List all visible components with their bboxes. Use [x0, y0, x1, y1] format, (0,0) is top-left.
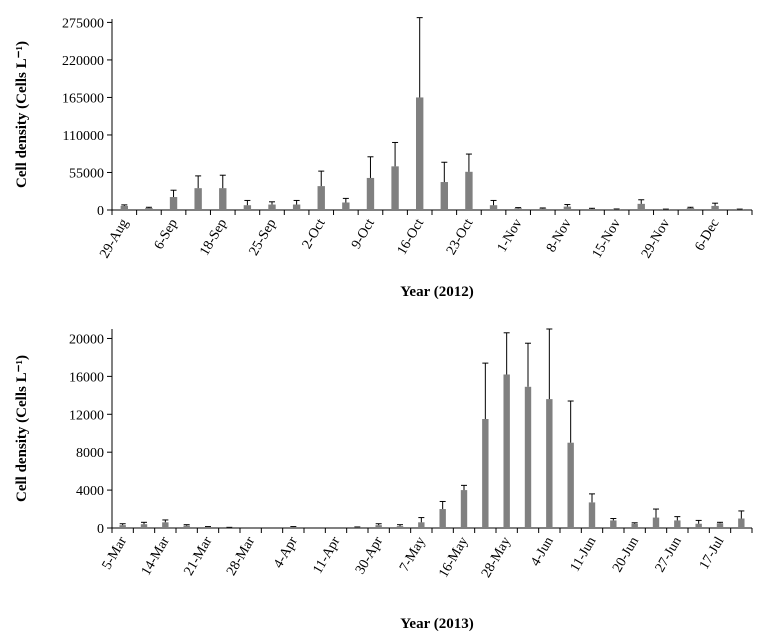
x-tick-label: 29-Aug — [97, 217, 131, 262]
bar — [354, 527, 361, 528]
bar — [194, 188, 202, 210]
y-tick-label: 220000 — [62, 54, 104, 69]
y-tick-label: 4000 — [76, 484, 104, 499]
x-tick-label: 4-Jun — [528, 535, 557, 569]
bar — [375, 525, 382, 528]
y-tick-label: 0 — [97, 522, 104, 537]
bar — [460, 490, 468, 528]
x-tick-label: 8-Nov — [544, 217, 575, 255]
bar — [120, 205, 128, 210]
bar — [736, 209, 744, 210]
y-axis-title: Cell density (Cells L⁻¹) — [14, 355, 30, 502]
x-tick-label: 14-Mar — [139, 534, 173, 578]
y-tick-label: 0 — [97, 204, 104, 219]
bar — [268, 204, 276, 210]
x-tick-label: 28-May — [479, 535, 514, 581]
x-tick-label: 16-Oct — [395, 216, 427, 257]
x-tick-label: 30-Apr — [353, 534, 386, 577]
x-tick-label: 2-Oct — [300, 216, 329, 251]
x-tick-label: 21-Mar — [181, 534, 215, 578]
bar — [482, 419, 489, 528]
x-tick-label: 1-Nov — [495, 217, 526, 255]
y-tick-label: 110000 — [63, 129, 104, 144]
bar — [738, 518, 745, 528]
bar — [439, 509, 446, 528]
x-tick-label: 25-Sep — [247, 217, 280, 259]
x-tick-label: 23-Oct — [444, 216, 476, 257]
x-tick-label: 29-Nov — [639, 217, 673, 262]
x-tick-label: 7-May — [397, 535, 429, 575]
bar — [145, 207, 153, 210]
bar — [204, 527, 212, 528]
bar — [489, 205, 498, 210]
bar — [674, 520, 681, 528]
bar — [539, 208, 547, 210]
y-tick-label: 275000 — [62, 16, 104, 31]
bar — [662, 209, 670, 210]
bar — [610, 520, 617, 528]
x-axis-title: Year (2013) — [400, 616, 473, 632]
bar — [503, 374, 510, 528]
bar — [465, 171, 473, 210]
x-tick-label: 17-Jul — [697, 534, 728, 572]
bar — [366, 177, 375, 210]
x-tick-label: 20-Jun — [610, 535, 642, 576]
bar — [416, 97, 424, 210]
y-tick-label: 8000 — [76, 446, 104, 461]
bar — [440, 182, 448, 210]
bar — [652, 517, 660, 528]
bar — [396, 526, 404, 528]
bar — [546, 399, 553, 528]
y-tick-label: 12000 — [69, 408, 104, 423]
x-axis-title: Year (2012) — [400, 284, 473, 300]
x-tick-label: 11-Apr — [311, 534, 344, 576]
x-tick-label: 6-Dec — [692, 217, 722, 254]
y-tick-label: 20000 — [69, 332, 104, 347]
x-tick-label: 27-Jun — [653, 535, 685, 576]
bar — [418, 522, 425, 528]
x-tick-label: 4-Apr — [271, 534, 301, 571]
chart-panel: 0 55000 110000 165000 220000 275000 29-Aug 6-Se… — [14, 16, 753, 300]
bar — [243, 205, 252, 210]
bar — [716, 523, 724, 528]
x-tick-label: 9-Oct — [349, 216, 378, 251]
bar — [524, 386, 532, 528]
y-tick-label: 16000 — [69, 370, 104, 385]
x-tick-label: 28-Mar — [224, 534, 258, 578]
bar — [567, 442, 574, 528]
bar — [183, 525, 190, 528]
bar — [637, 203, 645, 210]
bar — [342, 202, 350, 210]
x-tick-label: 11-Jun — [568, 535, 600, 575]
bar — [588, 208, 596, 210]
bar — [292, 204, 301, 210]
bar — [695, 523, 702, 528]
x-tick-label: 5-Mar — [100, 534, 131, 572]
bar — [219, 188, 227, 210]
x-tick-label: 6-Sep — [152, 217, 181, 253]
x-tick-label: 15-Nov — [590, 217, 624, 262]
chart-panel: 0 4000 8000 12000 16000 20000 5-Mar 14-Mar 21-Ma… — [14, 328, 753, 632]
x-tick-label: 18-Sep — [197, 217, 230, 259]
bar — [290, 527, 297, 528]
bar — [563, 206, 572, 210]
bar — [631, 523, 638, 528]
bar — [169, 197, 178, 210]
bar — [612, 209, 621, 210]
bar — [162, 522, 169, 528]
bar — [514, 208, 522, 210]
x-tick-label: 16-May — [436, 535, 471, 581]
bar — [140, 524, 148, 528]
bar — [317, 186, 325, 210]
y-tick-label: 165000 — [62, 91, 104, 106]
bar — [588, 502, 596, 528]
bar — [686, 207, 695, 210]
bar — [119, 525, 126, 528]
bar — [391, 166, 399, 210]
y-axis-title: Cell density (Cells L⁻¹) — [14, 41, 30, 188]
bar — [711, 205, 719, 210]
y-tick-label: 55000 — [69, 166, 104, 181]
